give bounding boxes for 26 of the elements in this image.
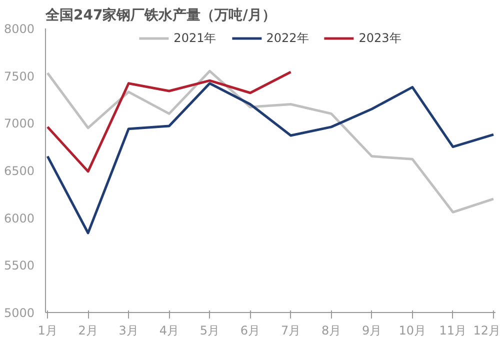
- x-tick-label: 8月: [321, 324, 342, 338]
- x-tick-label: 3月: [118, 324, 138, 338]
- y-tick-label: 7000: [4, 116, 35, 131]
- y-tick-label: 5000: [4, 306, 35, 320]
- x-tick-label: 6月: [240, 324, 260, 338]
- legend-label: 2023年: [358, 30, 402, 46]
- chart-title: 全国247家钢厂铁水产量（万吨/月）: [44, 6, 276, 24]
- x-tick-label: 5月: [200, 324, 220, 338]
- x-tick-label: 1月: [38, 324, 58, 338]
- line-series: [46, 82, 495, 234]
- x-tick-label: 4月: [159, 324, 179, 338]
- y-tick-label: 7500: [4, 69, 35, 84]
- x-tick-label: 7月: [280, 324, 301, 338]
- x-tick-label: 2月: [78, 324, 98, 338]
- legend-label: 2021年: [174, 30, 216, 46]
- y-tick-label: 6500: [4, 164, 35, 178]
- line-series: [46, 70, 292, 173]
- line-series: [46, 70, 495, 214]
- y-tick-label: 8000: [4, 22, 35, 36]
- x-tick-label: 9月: [362, 324, 382, 338]
- y-tick-label: 5500: [4, 258, 35, 273]
- x-tick-label: 10月: [398, 324, 426, 338]
- x-tick-label: 12月: [473, 324, 500, 338]
- x-tick-label: 11月: [439, 324, 467, 338]
- legend-label: 2022年: [266, 30, 309, 46]
- y-tick-label: 6000: [4, 211, 35, 226]
